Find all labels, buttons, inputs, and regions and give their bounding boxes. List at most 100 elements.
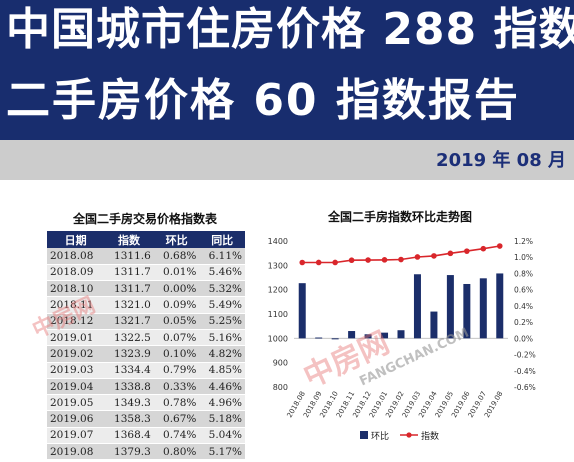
- cell-yoy: 4.85%: [199, 362, 245, 379]
- cell-date: 2018.09: [47, 264, 105, 282]
- cell-index: 1368.4: [104, 427, 154, 445]
- table-row: 2019.03 1334.4 0.79% 4.85%: [47, 362, 245, 379]
- bar-mom: [430, 311, 438, 339]
- right-axis-tick-label: -0.6%: [514, 383, 536, 392]
- bar-mom: [446, 275, 454, 339]
- left-axis-tick-label: 1000: [268, 334, 288, 343]
- right-axis-tick-label: 0.4%: [514, 302, 533, 311]
- cell-yoy: 5.32%: [199, 280, 245, 298]
- legend-label-mom: 环比: [371, 430, 389, 442]
- cell-mom: 0.68%: [153, 248, 200, 265]
- cell-date: 2019.02: [47, 345, 105, 363]
- right-axis-tick-label: 1.0%: [514, 253, 533, 262]
- point-index: [496, 243, 503, 249]
- table-row: 2018.08 1311.6 0.68% 6.11%: [47, 248, 245, 265]
- table-row: 2019.05 1349.3 0.78% 4.96%: [47, 394, 245, 412]
- point-index: [315, 259, 322, 266]
- bar-mom: [364, 334, 372, 339]
- left-axis-tick-label: 800: [273, 383, 288, 392]
- left-axis-tick-label: 1100: [268, 310, 288, 319]
- cell-date: 2018.12: [47, 313, 105, 330]
- report-title-line1: 中国城市住房价格 288 指数: [6, 4, 574, 55]
- point-index: [299, 259, 306, 266]
- cell-mom: 0.07%: [153, 329, 200, 347]
- bar-mom: [315, 337, 323, 339]
- table-body: 2018.08 1311.6 0.68% 6.11% 2018.09 1311.7 0.01…: [47, 248, 245, 461]
- bar-mom: [479, 278, 487, 339]
- report-title-line2: 二手房价格 60 指数报告: [6, 75, 520, 126]
- table-row: 2018.09 1311.7 0.01% 5.46%: [47, 264, 245, 282]
- point-index: [431, 253, 437, 259]
- cell-index: 1323.9: [104, 345, 154, 363]
- point-index: [464, 248, 470, 254]
- cell-date: 2019.01: [47, 329, 105, 347]
- cell-mom: 0.01%: [153, 264, 200, 282]
- date-band: 2019 年 08 月: [0, 140, 574, 180]
- table-row: 2018.10 1311.7 0.00% 5.32%: [47, 280, 245, 298]
- cell-index: 1338.8: [104, 378, 154, 396]
- cell-mom: 0.09%: [153, 296, 200, 314]
- bar-mom: [298, 283, 306, 339]
- cell-index: 1358.3: [104, 410, 154, 428]
- cell-mom: 0.78%: [153, 394, 200, 412]
- cell-yoy: 5.04%: [199, 427, 245, 445]
- point-index: [332, 259, 338, 266]
- cell-mom: 0.00%: [153, 280, 200, 298]
- cell-date: 2019.05: [47, 394, 105, 412]
- bar-mom: [348, 331, 356, 339]
- right-axis-tick-label: 0.8%: [514, 269, 533, 278]
- cell-index: 1311.7: [104, 280, 154, 298]
- point-index: [348, 257, 355, 264]
- bar-mom: [463, 283, 471, 339]
- bar-mom: [381, 332, 389, 339]
- cell-date: 2019.03: [47, 362, 105, 379]
- cell-yoy: 5.46%: [199, 264, 245, 282]
- bar-mom: [331, 338, 339, 340]
- cell-date: 2018.11: [47, 296, 105, 314]
- cell-index: 1311.6: [104, 248, 154, 265]
- trend-chart: 800 900 1000 1100 1200 1300 1400 -0.6% -0.4% -0.2…: [268, 237, 536, 442]
- cell-date: 2019.07: [47, 427, 105, 445]
- cell-yoy: 5.17%: [199, 443, 245, 461]
- cell-yoy: 4.46%: [199, 378, 245, 396]
- cell-mom: 0.80%: [153, 443, 200, 461]
- cell-yoy: 6.11%: [199, 248, 245, 265]
- cell-mom: 0.79%: [153, 362, 200, 379]
- column-header-date: 日期: [47, 231, 105, 248]
- left-axis-tick-label: 1200: [268, 286, 288, 295]
- cell-index: 1322.5: [104, 329, 154, 347]
- header-banner: 中国城市住房价格 288 指数 二手房价格 60 指数报告: [0, 0, 574, 140]
- cell-yoy: 4.96%: [199, 394, 245, 412]
- point-index: [398, 256, 404, 263]
- point-index: [414, 254, 421, 260]
- cell-yoy: 4.82%: [199, 345, 245, 363]
- cell-index: 1349.3: [104, 394, 154, 412]
- table-header-row: 日期 指数 环比 同比: [47, 231, 245, 248]
- right-axis-tick-label: -0.2%: [514, 351, 536, 360]
- left-axis-tick-label: 1400: [268, 237, 288, 246]
- cell-yoy: 5.18%: [199, 410, 245, 428]
- point-index: [365, 257, 371, 263]
- right-axis-tick-label: 1.2%: [514, 237, 533, 246]
- table-title: 全国二手房交易价格指数表: [72, 212, 217, 226]
- cell-mom: 0.74%: [153, 427, 200, 445]
- index-table: 日期 指数 环比 同比 2018.08 1311.6 0.68% 6.11% 2018.…: [47, 231, 245, 461]
- legend-swatch-index-point: [406, 432, 412, 438]
- chart-title: 全国二手房指数环比走势图: [327, 210, 472, 224]
- cell-date: 2018.10: [47, 280, 105, 298]
- point-index: [447, 250, 454, 257]
- cell-index: 1321.0: [104, 296, 154, 314]
- cell-date: 2019.06: [47, 410, 105, 428]
- table-row: 2018.12 1321.7 0.05% 5.25%: [47, 313, 245, 330]
- column-header-mom: 环比: [153, 231, 200, 248]
- cell-index: 1321.7: [104, 313, 154, 330]
- column-header-yoy: 同比: [199, 231, 245, 248]
- cell-mom: 0.05%: [153, 313, 200, 330]
- table-row: 2019.04 1338.8 0.33% 4.46%: [47, 378, 245, 396]
- cell-date: 2019.04: [47, 378, 105, 396]
- cell-date: 2018.08: [47, 248, 105, 265]
- report-date: 2019 年 08 月: [436, 150, 566, 171]
- cell-mom: 0.67%: [153, 410, 200, 428]
- cell-index: 1311.7: [104, 264, 154, 282]
- column-header-index: 指数: [104, 231, 154, 248]
